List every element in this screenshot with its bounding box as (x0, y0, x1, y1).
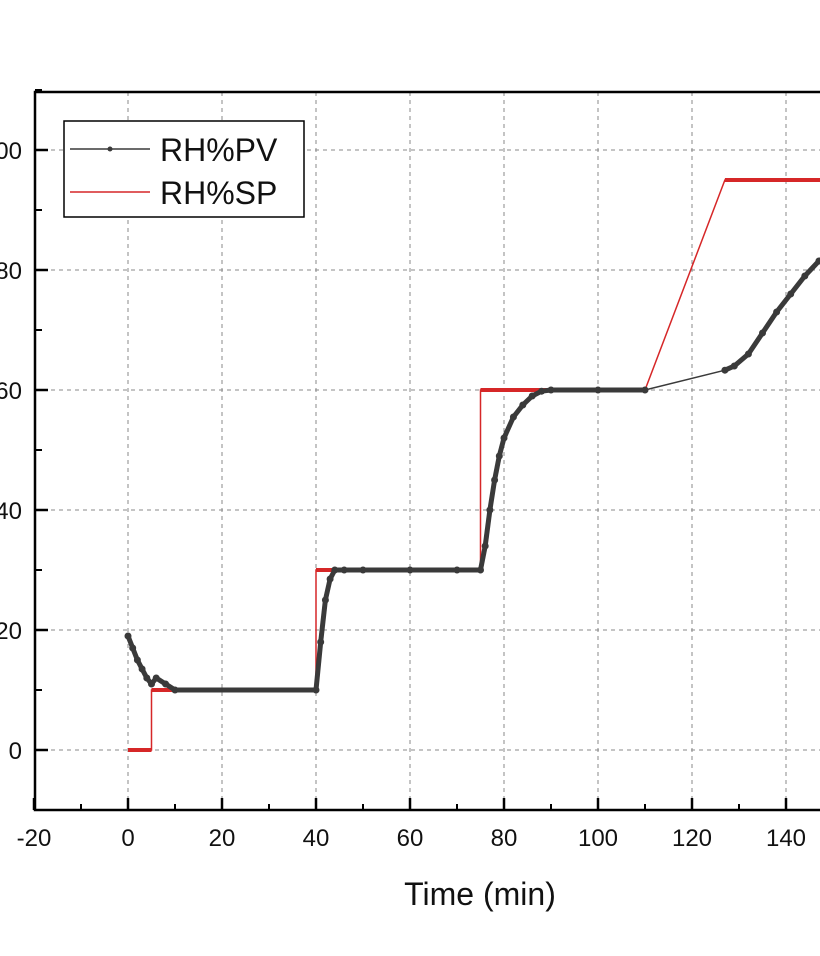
series-segment-pv (149, 676, 159, 686)
legend: RH%PV RH%SP (63, 120, 305, 218)
series-segment-pv (313, 641, 324, 691)
grid (35, 92, 820, 810)
series-segment-pv (774, 292, 793, 314)
series-segment-pv (125, 635, 136, 649)
legend-label-sp: RH%SP (160, 175, 277, 211)
series-segment-pv (723, 363, 736, 373)
ticks: -20 0 20 40 60 80 100 120 140 0 20 40 60 80 100 (0, 89, 806, 852)
series-segment-pv (139, 667, 150, 680)
series-segment-pv (492, 455, 502, 481)
series-line-sp (128, 179, 820, 751)
series-segment-pv (478, 545, 488, 571)
series-segment-pv (164, 681, 177, 693)
series-segment-pv (732, 352, 751, 368)
series-segment-pv (322, 578, 333, 601)
series-layer (124, 178, 820, 752)
series-segment-pv (746, 331, 765, 356)
x-tick-label: 0 (121, 825, 134, 852)
y-tick-label: 0 (9, 738, 22, 765)
x-tick-label: 60 (397, 825, 424, 852)
y-tick-label: 100 (0, 138, 22, 165)
series-segment-pv (154, 675, 167, 687)
series-segment-pv (327, 568, 338, 581)
series-segment-pv (318, 599, 328, 643)
series-segment-pv (130, 647, 140, 661)
series-segment-pv (487, 479, 498, 511)
series-segment-pv (802, 259, 820, 278)
series-segment-pv (482, 509, 493, 547)
series-segment-pv (760, 310, 779, 335)
legend-box (63, 120, 305, 218)
series-segment-pv (541, 387, 552, 394)
y-tick-label: 20 (0, 618, 22, 645)
x-tick-label: 120 (672, 825, 712, 852)
x-tick-label: 80 (491, 825, 518, 852)
y-tick-label: 80 (0, 258, 22, 285)
series-segment-pv (521, 394, 534, 407)
series-segment-pv (135, 658, 145, 671)
y-tick-label: 60 (0, 378, 22, 405)
series-segment-pv (501, 415, 516, 440)
x-tick-label: 20 (209, 825, 236, 852)
y-tick-label: 40 (0, 498, 22, 525)
legend-label-pv: RH%PV (160, 132, 278, 168)
x-tick-label: 100 (578, 825, 618, 852)
series-segment-pv (511, 403, 525, 419)
series-segment-pv (496, 437, 507, 457)
series-segment-pv (788, 274, 807, 296)
x-tick-label: 40 (303, 825, 330, 852)
series-line-pv (127, 259, 820, 691)
x-tick-label: -20 (17, 825, 52, 852)
x-axis-label: Time (min) (404, 876, 556, 912)
series-segment-pv (531, 388, 543, 399)
x-tick-label: 140 (766, 825, 806, 852)
legend-marker-pv (107, 146, 113, 152)
